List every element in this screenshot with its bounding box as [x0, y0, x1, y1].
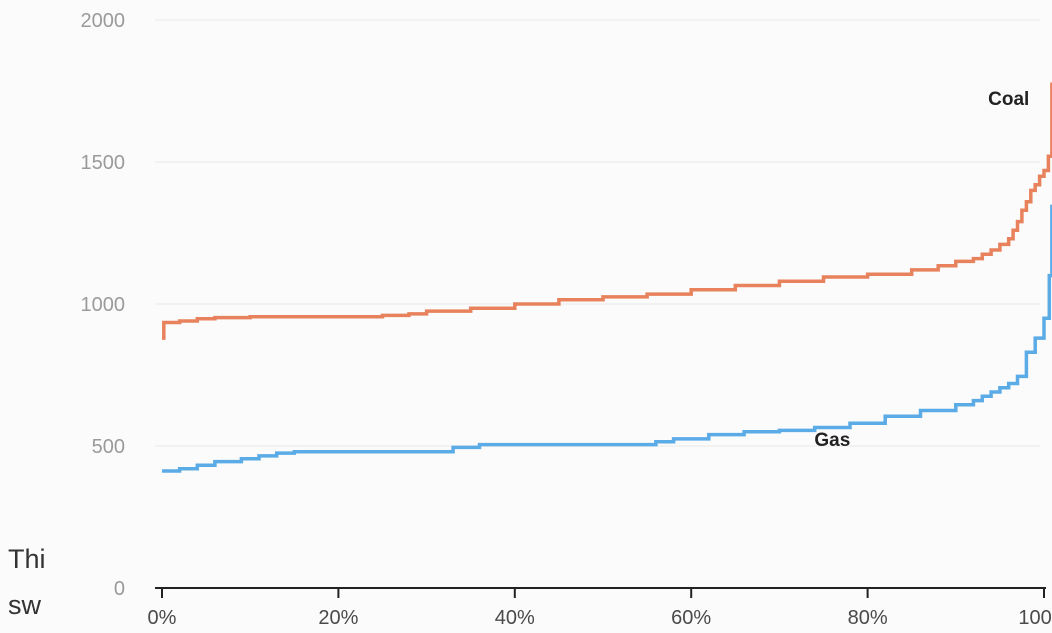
y-tick-label-500: 500 [92, 436, 125, 458]
series-line-coal [162, 82, 1052, 340]
series-lines [162, 82, 1052, 473]
x-tick-label-0: 0% [148, 607, 177, 629]
y-tick-label-2000: 2000 [81, 10, 126, 32]
y-tick-label-0: 0 [114, 578, 125, 600]
body-text-fragment-1: Thi [8, 544, 46, 574]
series-label-gas: Gas [814, 430, 850, 451]
series-line-gas [162, 204, 1052, 473]
x-tick-label-60: 60% [671, 607, 711, 629]
series-label-coal: Coal [988, 89, 1029, 110]
x-tick-label-20: 20% [318, 607, 358, 629]
gridlines [155, 19, 1040, 447]
x-tick-label-40: 40% [495, 607, 535, 629]
y-tick-label-1000: 1000 [81, 294, 126, 316]
x-tick-label-100: 100% [1018, 607, 1052, 629]
body-text-fragment-2: sw [8, 590, 41, 620]
series-labels: Coal Gas [814, 89, 1029, 451]
y-tick-label-1500: 1500 [81, 152, 126, 174]
x-tick-label-80: 80% [848, 607, 888, 629]
y-axis-tick-labels: 0 500 1000 1500 2000 [81, 10, 126, 600]
x-axis: 0% 20% 40% 60% 80% 100% [148, 587, 1052, 629]
